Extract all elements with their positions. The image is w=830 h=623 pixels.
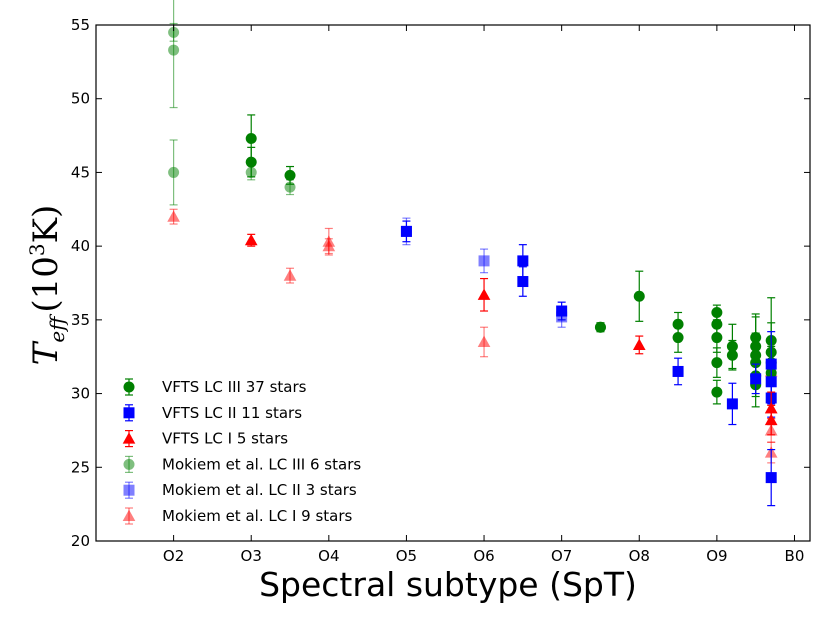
x-tick-label: O6 — [473, 547, 494, 565]
legend-label: VFTS LC III 37 stars — [162, 378, 307, 396]
x-tick-label: O5 — [396, 547, 417, 565]
data-point — [477, 335, 491, 348]
axes-frame — [95, 24, 811, 542]
y-tick-label: 50 — [71, 90, 90, 108]
x-tick-label: O8 — [629, 547, 650, 565]
y-tick-label: 25 — [71, 458, 90, 476]
data-point — [672, 332, 684, 344]
legend-label: VFTS LC II 11 stars — [162, 404, 302, 422]
legend-marker — [122, 509, 136, 522]
data-point — [477, 288, 491, 300]
data-point — [517, 276, 529, 288]
data-point — [711, 357, 723, 369]
data-point — [168, 44, 180, 56]
data-point — [726, 398, 738, 410]
data-point — [400, 225, 412, 237]
x-axis-label: Spectral subtype (SpT) — [259, 565, 637, 604]
x-axis-ticks: O2 O3 O4 O5 O6 O7 O8 O9 B0 — [163, 25, 804, 565]
x-tick-label: O7 — [551, 547, 572, 565]
legend-label: Mokiem et al. LC III 6 stars — [162, 455, 361, 473]
y-tick-label: 30 — [71, 385, 90, 403]
data-point — [556, 305, 568, 317]
x-tick-label: O2 — [163, 547, 184, 565]
data-point — [726, 349, 738, 361]
legend-label: VFTS LC I 5 stars — [162, 430, 288, 448]
y-tick-label: 40 — [71, 237, 90, 255]
data-point — [167, 210, 180, 222]
data-point — [672, 365, 684, 377]
y-tick-label: 45 — [71, 163, 90, 181]
data-point — [478, 255, 490, 267]
data-point — [168, 166, 180, 178]
data-point — [750, 373, 762, 385]
data-point — [517, 255, 529, 267]
x-tick-label: O3 — [241, 547, 262, 565]
data-point — [244, 233, 258, 246]
y-axis-label: Teff(103K) — [25, 205, 69, 366]
x-tick-label: O4 — [318, 547, 339, 565]
data-point — [245, 156, 257, 168]
data-point — [594, 321, 606, 333]
data-point — [711, 332, 723, 344]
legend: VFTS LC III 37 stars VFTS LC II 11 stars V… — [122, 378, 361, 525]
legend-marker — [123, 407, 135, 419]
y-tick-label: 20 — [71, 532, 90, 550]
legend-marker — [123, 458, 135, 470]
data-point — [283, 269, 297, 281]
data-point — [245, 133, 257, 145]
data-point — [322, 239, 336, 252]
legend-label: Mokiem et al. LC II 3 stars — [162, 481, 357, 499]
y-tick-label: 55 — [71, 16, 90, 34]
legend-marker — [123, 484, 135, 496]
data-point — [633, 290, 645, 302]
x-tick-label: B0 — [785, 547, 805, 565]
data-point — [711, 386, 723, 398]
legend-marker — [122, 432, 136, 444]
data-point — [764, 413, 778, 426]
data-point — [765, 472, 777, 484]
plot-area — [167, 0, 778, 507]
legend-label: Mokiem et al. LC I 9 stars — [162, 507, 353, 525]
data-point — [284, 169, 296, 181]
data-point — [632, 338, 646, 350]
y-tick-label: 35 — [71, 311, 90, 329]
y-axis-ticks: 20 25 30 35 40 45 50 55 — [71, 16, 810, 550]
series-group — [244, 233, 778, 436]
x-tick-label: O9 — [706, 547, 727, 565]
legend-marker — [123, 381, 135, 393]
